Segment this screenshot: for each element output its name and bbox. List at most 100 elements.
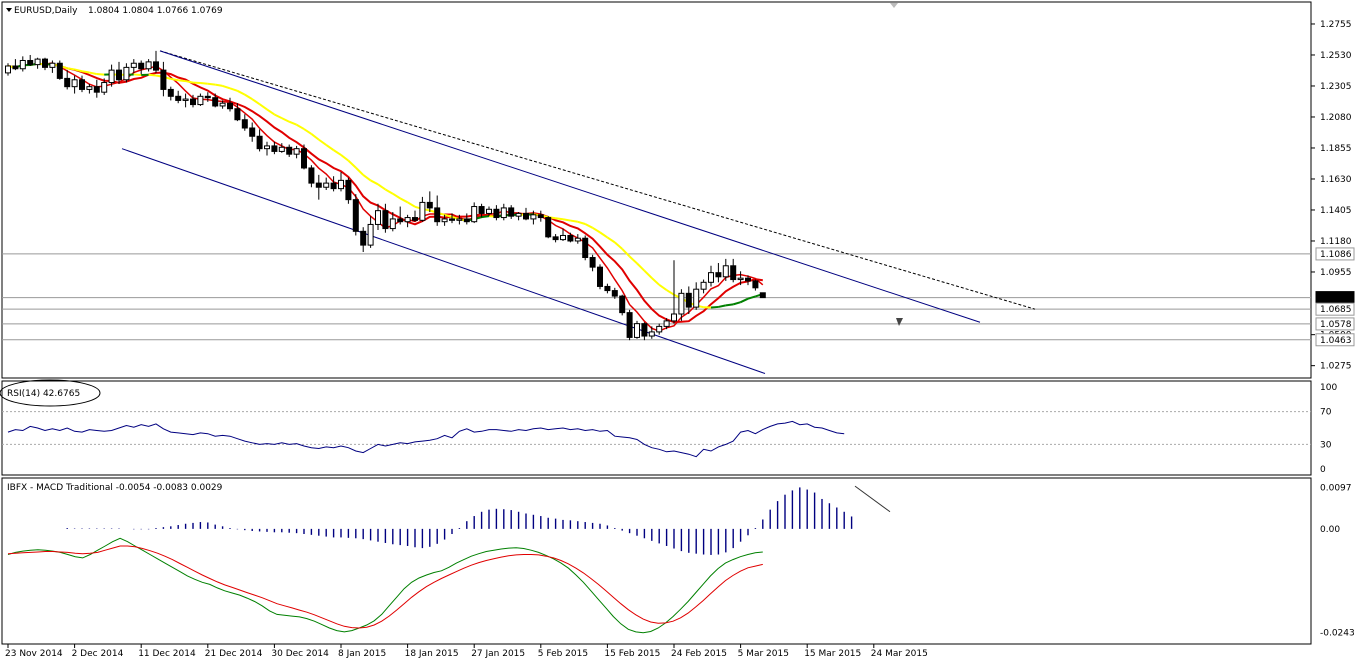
candle-body-down	[212, 97, 219, 107]
candle-body-up	[530, 214, 537, 220]
ma-slow-segment	[215, 83, 223, 87]
ma-slow-segment	[562, 218, 571, 222]
candle	[523, 207, 529, 221]
candle-body-down	[537, 214, 544, 219]
candle-body-up	[34, 58, 41, 66]
candle-body-up	[49, 62, 56, 68]
x-tick-label: 5 Mar 2015	[738, 649, 789, 659]
candle	[219, 100, 226, 109]
price-level-tag	[1315, 317, 1355, 331]
candle	[212, 93, 219, 108]
ma-slow-segment	[303, 128, 312, 135]
candle	[352, 194, 359, 236]
candle	[93, 79, 100, 98]
candle-body-up	[71, 79, 78, 88]
ma-slow-segment	[81, 70, 90, 74]
price-tick-label: 1.2080	[1320, 113, 1352, 123]
candle	[722, 258, 729, 281]
candle-body-up	[574, 237, 581, 242]
candle	[574, 234, 581, 244]
ma-slow-segment	[584, 223, 594, 229]
ma-slow-segment	[251, 98, 261, 105]
candle-body-up	[182, 98, 189, 101]
candle-body-down	[611, 290, 618, 297]
candle	[560, 228, 566, 241]
ma-slow-segment	[710, 305, 719, 309]
candle	[663, 318, 670, 330]
candle-body-up	[123, 66, 130, 81]
candle-body-down	[175, 95, 182, 101]
ma-slow-segment	[666, 289, 675, 296]
candle	[49, 60, 56, 73]
candle-body-up	[500, 207, 507, 219]
candle	[693, 282, 700, 310]
candle	[597, 264, 603, 290]
ma-slow-segment	[377, 183, 386, 191]
ma-slow-segment	[577, 220, 586, 225]
candle	[515, 212, 522, 221]
candle-body-down	[463, 218, 470, 223]
ma-slow-segment	[273, 113, 283, 119]
candle-body-down	[234, 108, 241, 121]
candle-body-down	[619, 295, 626, 314]
candle-body-up	[678, 292, 685, 315]
x-tick-label: 21 Dec 2014	[205, 649, 263, 659]
candle	[537, 210, 544, 222]
candle-body-up	[389, 218, 396, 230]
ma-slow-segment	[555, 217, 564, 221]
ma-slow-segment	[747, 295, 756, 300]
dropdown-triangle-icon[interactable]	[6, 8, 12, 12]
candle-body-down	[138, 62, 145, 70]
candle	[626, 309, 633, 341]
candle-body-down	[204, 95, 211, 99]
candle	[145, 59, 152, 72]
shift-marker-icon[interactable]	[890, 3, 898, 8]
candle-body-up	[323, 182, 330, 188]
price-tag-label: 1.0463	[1320, 336, 1352, 346]
candle-body-down	[190, 98, 196, 106]
candle-body-up	[515, 212, 522, 217]
candle	[463, 213, 470, 225]
x-tick-label: 15 Feb 2015	[604, 649, 660, 659]
candle	[286, 144, 293, 157]
candle	[301, 144, 307, 170]
candle	[708, 265, 714, 287]
candle	[737, 271, 744, 286]
price-tick-label: 1.2755	[1320, 20, 1352, 30]
candle-body-down	[523, 212, 529, 220]
candle-body-up	[671, 313, 677, 322]
rsi-tick-label: 100	[1320, 383, 1337, 393]
candle	[101, 78, 108, 95]
candle-body-down	[745, 277, 751, 282]
candle-body-up	[375, 210, 381, 225]
rsi-tick-label: 30	[1320, 440, 1332, 450]
ma-slow-segment	[732, 301, 741, 306]
candle	[167, 86, 174, 101]
candle-body-down	[626, 312, 633, 338]
candle-body-down	[759, 292, 766, 299]
candle-body-up	[197, 95, 204, 106]
candle	[153, 50, 159, 73]
candle-body-down	[545, 217, 552, 238]
candle-body-down	[426, 201, 433, 209]
candle	[382, 203, 389, 233]
ma-slow-segment	[392, 192, 401, 200]
x-tick-label: 2 Dec 2014	[72, 649, 124, 659]
ma-slow-segment	[651, 277, 660, 286]
candle	[434, 195, 441, 226]
candle-body-up	[560, 234, 566, 241]
candle	[552, 234, 559, 243]
candle	[227, 97, 233, 112]
candle-body-up	[5, 65, 11, 74]
histogram-trend-annotation	[854, 485, 891, 513]
candle	[700, 279, 707, 294]
candle	[412, 210, 418, 222]
candle-body-down	[604, 285, 611, 292]
x-tick-label: 11 Dec 2014	[138, 649, 196, 659]
candle-body-up	[722, 265, 729, 278]
candle-body-down	[116, 69, 122, 81]
candle	[493, 205, 500, 221]
candle	[241, 114, 248, 131]
candle	[759, 292, 766, 299]
ma-slow-segment	[725, 303, 734, 307]
